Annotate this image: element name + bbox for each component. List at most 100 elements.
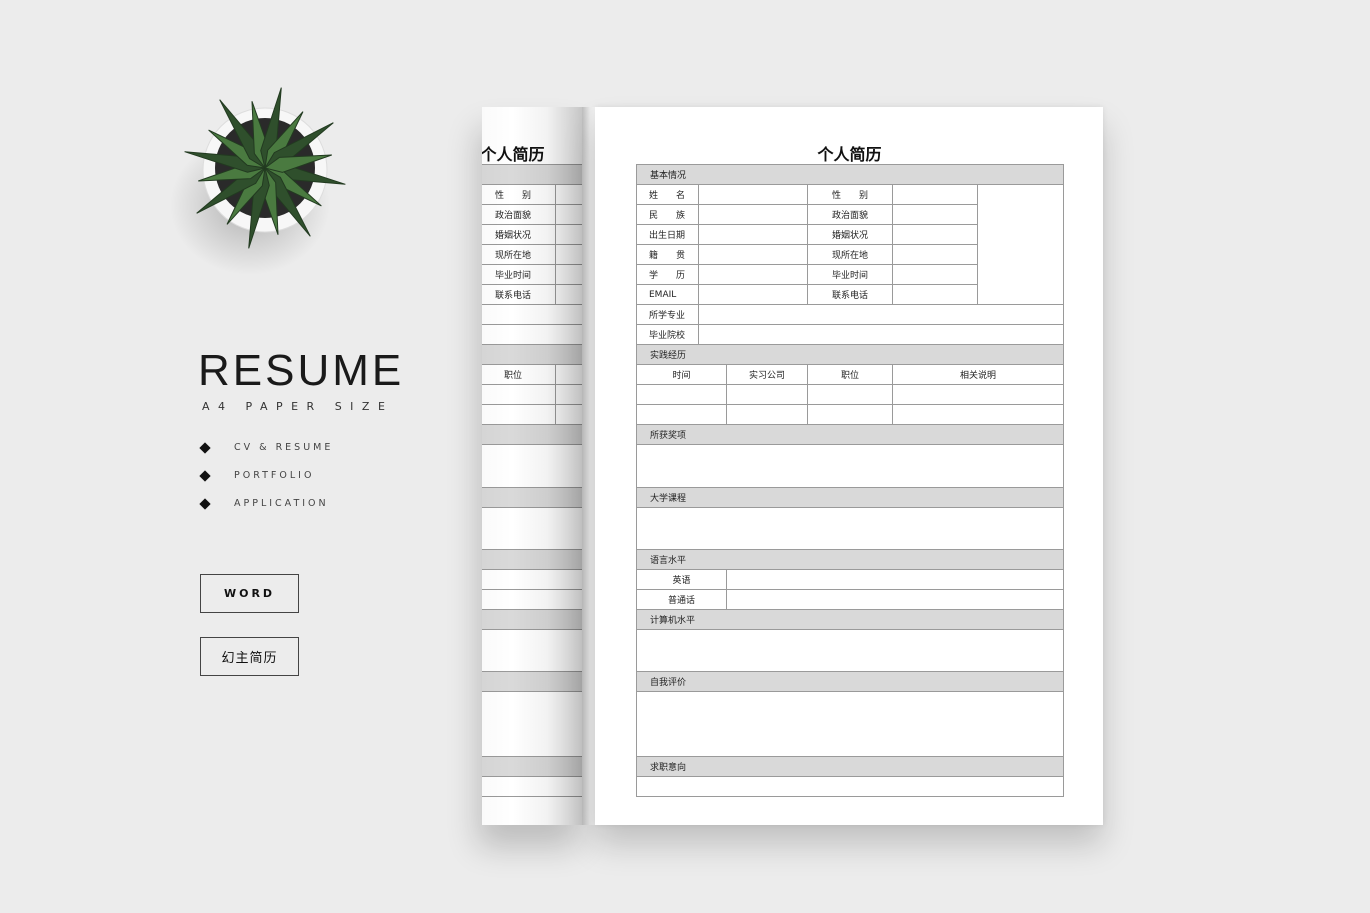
text-area-field[interactable] — [482, 629, 582, 672]
field-value[interactable] — [555, 224, 582, 245]
table-row — [635, 691, 1065, 757]
field-value[interactable] — [698, 244, 808, 265]
text-area-field[interactable] — [482, 691, 582, 757]
table-row: 普通话 — [482, 589, 582, 610]
table-cell[interactable] — [636, 384, 727, 405]
field-label: 毕业院校 — [636, 324, 699, 345]
field-value[interactable] — [482, 589, 582, 610]
feature-item: CV & RESUME — [199, 441, 334, 454]
field-label: 民 族 — [636, 204, 699, 225]
feature-label: APPLICATION — [234, 498, 329, 509]
field-value[interactable] — [698, 204, 808, 225]
field-value[interactable] — [555, 244, 582, 265]
text-area-field[interactable] — [482, 444, 582, 488]
section-header-computer: 计算机水平 — [635, 609, 1065, 630]
field-value[interactable] — [482, 569, 582, 590]
field-value[interactable] — [555, 264, 582, 285]
field-value[interactable] — [698, 264, 808, 285]
table-row: 自我评价 — [482, 671, 582, 692]
brand-button[interactable]: 幻主简历 — [200, 637, 299, 676]
table-cell[interactable] — [891, 404, 1065, 425]
table-cell[interactable] — [554, 404, 582, 425]
field-value[interactable] — [555, 284, 582, 305]
field-value[interactable] — [892, 224, 978, 245]
field-value[interactable] — [698, 224, 808, 245]
table-row — [635, 629, 1065, 672]
table-cell[interactable] — [807, 384, 893, 405]
field-label: 普通话 — [636, 589, 727, 610]
field-value[interactable] — [482, 304, 582, 325]
table-cell[interactable] — [482, 404, 556, 425]
table-cell[interactable] — [636, 404, 727, 425]
photo-box[interactable] — [976, 184, 1065, 305]
field-value[interactable] — [482, 324, 582, 345]
text-area-field[interactable] — [635, 629, 1065, 672]
field-value[interactable] — [698, 284, 808, 305]
table-row: 大学课程 — [482, 487, 582, 508]
table-cell[interactable] — [726, 384, 808, 405]
field-value[interactable] — [892, 204, 978, 225]
field-value[interactable] — [698, 184, 808, 205]
word-button[interactable]: WORD — [200, 574, 299, 613]
field-label: 出生日期 — [636, 224, 699, 245]
table-row: 姓 名性 别 — [636, 184, 1065, 305]
field-value[interactable] — [892, 244, 978, 265]
field-label: 性 别 — [482, 184, 556, 205]
field-label: 联系电话 — [807, 284, 893, 305]
column-header: 相关说明 — [891, 364, 1065, 385]
field-value[interactable] — [697, 304, 1065, 325]
diamond-bullet-icon — [199, 497, 211, 510]
table-cell[interactable] — [554, 384, 582, 405]
table-cell[interactable] — [726, 404, 808, 425]
field-value[interactable] — [697, 324, 1065, 345]
table-row: 语言水平 — [635, 549, 1065, 570]
section-header-courses: 大学课程 — [635, 487, 1065, 508]
diamond-bullet-icon — [199, 441, 211, 454]
table-row: 求职意向 — [635, 756, 1065, 777]
text-area-field[interactable] — [635, 444, 1065, 488]
field-value[interactable] — [555, 184, 582, 205]
section-header-basic: 基本情况 — [482, 164, 582, 185]
field-value[interactable] — [892, 184, 978, 205]
field-value[interactable] — [725, 589, 1065, 610]
section-header-awards: 所获奖项 — [635, 424, 1065, 445]
table-row: 基本情况 — [482, 164, 582, 185]
table-row: 基本情况 — [635, 164, 1065, 185]
table-cell[interactable] — [807, 404, 893, 425]
table-row: EMAIL 联系电话 — [636, 284, 1064, 305]
field-label: 婚姻状况 — [807, 224, 893, 245]
table-row: 出生日期 婚姻状况 — [636, 224, 1064, 245]
table-row: 普通话 — [636, 589, 1065, 610]
text-area-field[interactable] — [635, 691, 1065, 757]
table-row: 英语 — [636, 569, 1065, 590]
field-value[interactable] — [555, 204, 582, 225]
field-label: 英语 — [636, 569, 727, 590]
table-row — [482, 776, 582, 797]
field-label: 学 历 — [636, 264, 699, 285]
field-label: 政治面貌 — [482, 204, 556, 225]
field-label: 现所在地 — [482, 244, 556, 265]
field-label: 现所在地 — [807, 244, 893, 265]
table-cell[interactable] — [482, 384, 556, 405]
table-cell[interactable] — [891, 384, 1065, 405]
section-header-courses: 大学课程 — [482, 487, 582, 508]
table-row — [482, 404, 582, 425]
feature-label: CV & RESUME — [234, 442, 334, 453]
text-area-field[interactable] — [635, 507, 1065, 550]
column-header: 职位 — [482, 364, 556, 385]
text-area-field[interactable] — [635, 776, 1065, 797]
feature-item: PORTFOLIO — [199, 469, 314, 482]
text-area-field[interactable] — [482, 507, 582, 550]
field-label: 联系电话 — [482, 284, 556, 305]
field-value[interactable] — [892, 284, 978, 305]
column-header: 时间 — [636, 364, 727, 385]
field-value[interactable] — [725, 569, 1065, 590]
table-row — [482, 629, 582, 672]
field-value[interactable] — [892, 264, 978, 285]
text-area-field[interactable] — [482, 776, 582, 797]
paper-size-subtitle: A4 PAPER SIZE — [202, 400, 394, 413]
